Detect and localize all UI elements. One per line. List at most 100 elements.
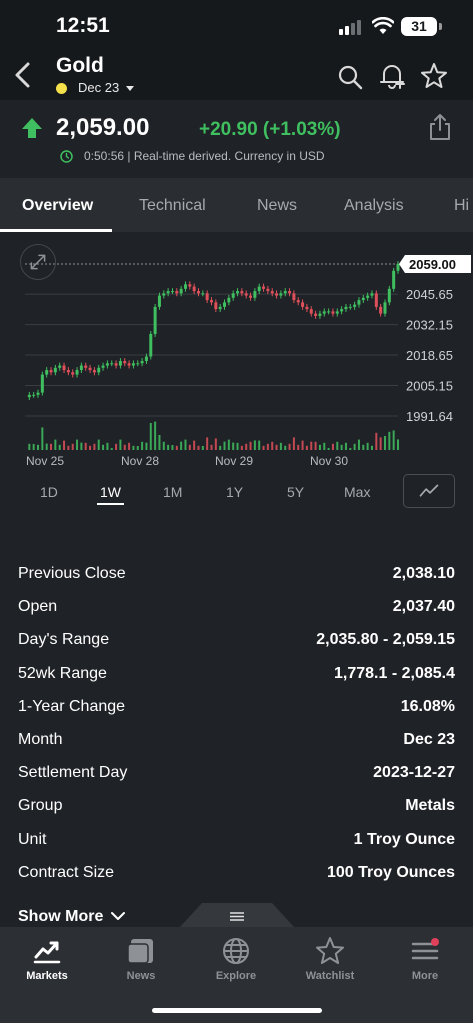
search-icon[interactable]	[337, 64, 363, 90]
candle-body	[118, 361, 122, 366]
tab-news[interactable]: News	[257, 197, 298, 214]
volume-bar	[349, 448, 352, 450]
range-1m-button[interactable]: 1M	[163, 484, 183, 500]
candle-body	[149, 333, 153, 357]
range-max-button[interactable]: Max	[344, 484, 371, 500]
wifi-icon	[372, 17, 394, 34]
volume-bar	[383, 436, 386, 450]
tab-bar	[0, 178, 473, 232]
add-alert-bell-icon[interactable]	[378, 62, 406, 90]
nav-more[interactable]: More	[390, 934, 460, 994]
volume-bar	[210, 444, 213, 450]
nav-explore[interactable]: Explore	[201, 934, 271, 994]
candle-body	[227, 297, 231, 303]
candle-body	[157, 295, 161, 307]
volume-bar	[331, 443, 334, 450]
markets-icon	[33, 941, 61, 964]
volume-bar	[266, 443, 269, 450]
chevron-down-icon[interactable]	[126, 86, 134, 91]
candle-body	[340, 309, 344, 312]
candle-body	[210, 300, 213, 303]
volume-bar	[236, 442, 239, 450]
volume-bar	[223, 441, 226, 450]
candle-body	[301, 302, 305, 307]
x-tick-label: Nov 25	[26, 454, 64, 468]
volume-bar	[132, 445, 135, 450]
stat-value: 100 Troy Ounces	[326, 863, 455, 881]
range-1w-button[interactable]: 1W	[100, 484, 121, 500]
y-tick-label: 2005.15	[406, 379, 453, 394]
candle-body	[353, 304, 357, 307]
back-button[interactable]	[10, 60, 36, 90]
volume-bar	[171, 445, 174, 450]
nav-news[interactable]: News	[106, 934, 176, 994]
volume-bar	[63, 440, 66, 450]
volume-bar	[344, 442, 347, 450]
volume-bar	[245, 443, 248, 450]
y-tick-label: 2032.15	[406, 318, 453, 333]
contract-selector[interactable]: Dec 23	[78, 80, 120, 95]
stat-value: 1,778.1 - 2,085.4	[334, 664, 455, 682]
nav-label: News	[126, 970, 156, 982]
volume-bar	[154, 421, 157, 450]
candle-body	[396, 264, 400, 271]
nav-markets[interactable]: Markets	[12, 934, 82, 994]
tab-technical[interactable]: Technical	[139, 197, 206, 214]
candle-body	[27, 394, 31, 398]
candle-body	[32, 394, 36, 396]
candle-body	[266, 288, 270, 292]
volume-bar	[379, 437, 382, 450]
tab-analysis[interactable]: Analysis	[344, 197, 404, 214]
nav-label: Markets	[26, 970, 68, 982]
candlestick-chart: 2045.65 2032.15 2018.65 2005.15 1991.64 2059.…	[25, 255, 471, 468]
nav-watchlist[interactable]: Watchlist	[295, 934, 365, 994]
volume-bar	[297, 444, 300, 450]
candle-body	[257, 286, 261, 292]
candle-body	[279, 293, 283, 296]
volume-bar	[93, 443, 96, 450]
range-5y-button[interactable]: 5Y	[287, 484, 305, 500]
volume-bar	[219, 445, 222, 450]
candle-body	[283, 291, 287, 294]
volume-bar	[275, 444, 278, 450]
status-time: 12:51	[56, 14, 110, 37]
volume-bar	[253, 440, 256, 450]
volume-bar	[184, 439, 187, 450]
share-icon[interactable]	[428, 113, 452, 141]
stat-row: Group Metals	[18, 797, 455, 823]
expand-chart-icon[interactable]	[20, 244, 56, 280]
drawer-handle[interactable]	[180, 903, 294, 927]
volume-bar	[258, 440, 261, 450]
range-1y-button[interactable]: 1Y	[226, 484, 244, 500]
stat-label: Month	[18, 731, 63, 748]
candle-body	[144, 356, 148, 362]
chevron-down-icon[interactable]	[111, 910, 125, 922]
volume-bar	[123, 444, 126, 450]
tab-overview[interactable]: Overview	[22, 197, 94, 214]
tab-historical[interactable]: Hi	[454, 197, 470, 214]
watchlist-star-icon[interactable]	[420, 62, 448, 90]
price-chart[interactable]: 2045.65 2032.15 2018.65 2005.15 1991.64 2059.…	[0, 238, 473, 470]
candle-body	[62, 365, 66, 371]
candle-body	[175, 291, 179, 294]
volume-bar	[362, 444, 365, 450]
volume-bar	[397, 439, 399, 450]
stat-value: 2,038.10	[392, 565, 455, 582]
volume-bar	[314, 441, 317, 450]
candle-body	[231, 293, 235, 298]
volume-bar	[128, 442, 131, 450]
candle-body	[318, 313, 322, 316]
tab-active-indicator	[0, 229, 112, 232]
candle-body	[170, 291, 174, 293]
chart-type-line-icon[interactable]	[403, 474, 455, 508]
show-more-button[interactable]: Show More	[18, 908, 104, 925]
candle-body	[36, 392, 40, 395]
range-1d-button[interactable]: 1D	[40, 484, 58, 500]
stat-label: 1-Year Change	[18, 697, 126, 715]
volume-bar	[214, 438, 217, 450]
candle-body	[383, 302, 387, 314]
x-tick-label: Nov 28	[121, 454, 159, 468]
cellular-signal-icon	[339, 20, 361, 35]
volume-bar	[271, 441, 274, 450]
volume-bar	[149, 423, 152, 450]
